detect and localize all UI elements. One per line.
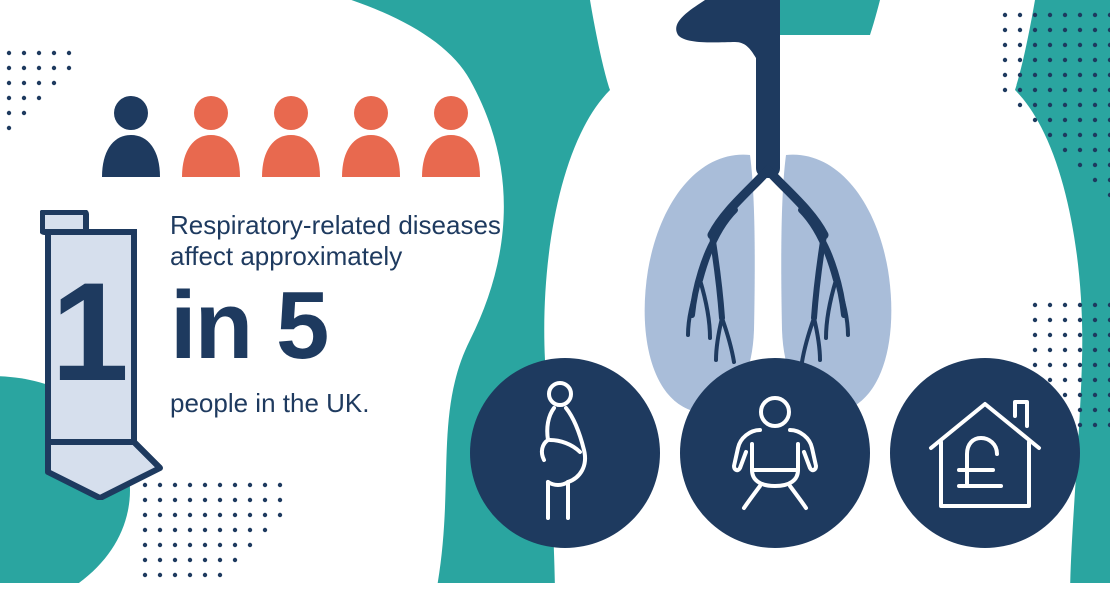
people-row [100, 95, 482, 177]
infographic-canvas: 1 Respiratory-related diseases affect ap… [0, 0, 1110, 583]
headline-text: Respiratory-related diseases affect appr… [170, 210, 501, 419]
inhaler-icon: 1 [40, 210, 170, 500]
person-icon [180, 95, 242, 177]
circle-house-pound [890, 358, 1080, 548]
baby-icon [710, 388, 840, 518]
circle-pregnant-woman [470, 358, 660, 548]
person-icon [340, 95, 402, 177]
stat-prefix-number: 1 [51, 253, 129, 410]
dot-pattern-top-left [4, 48, 94, 158]
stat-main: in 5 [170, 278, 501, 374]
intro-line-2: affect approximately [170, 241, 501, 272]
person-icon [260, 95, 322, 177]
house-pound-icon [915, 388, 1055, 518]
outro-line: people in the UK. [170, 388, 501, 419]
pregnant-woman-icon [510, 378, 620, 528]
person-icon [100, 95, 162, 177]
intro-line-1: Respiratory-related diseases [170, 210, 501, 241]
circle-icons-row [470, 358, 1080, 548]
person-icon [420, 95, 482, 177]
circle-baby [680, 358, 870, 548]
